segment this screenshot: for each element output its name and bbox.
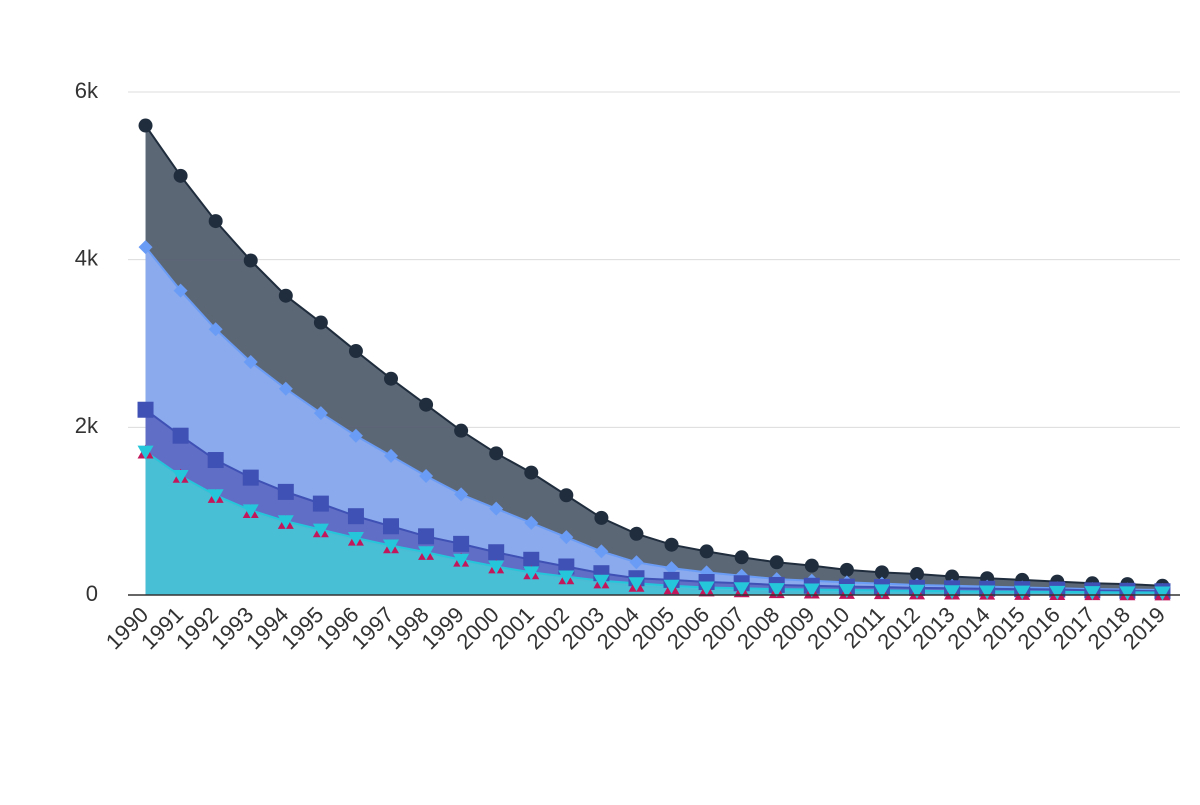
marker <box>803 583 820 598</box>
marker <box>629 526 644 541</box>
marker <box>383 518 399 535</box>
marker <box>278 381 293 396</box>
marker <box>384 448 398 463</box>
marker <box>488 544 505 561</box>
marker <box>313 315 328 330</box>
marker <box>523 551 540 568</box>
marker <box>733 582 750 597</box>
marker <box>172 427 189 444</box>
marker <box>1084 586 1101 601</box>
marker <box>699 544 714 559</box>
marker <box>348 428 363 443</box>
marker <box>838 583 855 598</box>
marker <box>242 504 259 519</box>
marker <box>769 555 784 570</box>
marker <box>277 515 294 530</box>
marker <box>1154 586 1171 601</box>
marker <box>629 555 644 570</box>
marker <box>243 253 258 268</box>
marker <box>137 401 154 418</box>
marker <box>558 558 575 575</box>
marker <box>243 354 258 369</box>
marker <box>173 283 188 298</box>
y-tick-label: 2k <box>75 413 99 438</box>
marker <box>489 446 504 461</box>
marker <box>664 537 679 552</box>
marker <box>278 288 293 303</box>
marker <box>418 528 435 545</box>
marker <box>698 581 715 596</box>
marker <box>312 495 329 512</box>
marker <box>804 558 819 573</box>
marker <box>559 530 574 545</box>
marker <box>910 567 924 582</box>
marker <box>208 214 223 229</box>
marker <box>839 562 854 577</box>
marker <box>593 574 610 589</box>
marker <box>208 322 223 337</box>
marker <box>628 577 645 592</box>
marker <box>944 585 961 600</box>
marker <box>454 487 469 502</box>
marker <box>1014 585 1031 600</box>
marker <box>138 118 153 133</box>
marker <box>523 566 540 581</box>
area <box>145 451 1163 595</box>
marker <box>1049 585 1066 600</box>
marker <box>594 544 609 559</box>
marker <box>454 423 469 438</box>
marker <box>173 168 188 183</box>
marker <box>734 550 749 565</box>
marker <box>384 371 398 386</box>
y-tick-label: 0 <box>86 581 98 606</box>
marker <box>663 579 680 594</box>
marker <box>979 585 996 600</box>
marker <box>348 344 363 359</box>
marker <box>242 469 259 486</box>
marker <box>524 515 539 530</box>
marker <box>347 531 364 546</box>
area <box>145 247 1163 595</box>
marker <box>1119 586 1136 601</box>
marker <box>312 523 329 538</box>
marker <box>418 546 435 561</box>
marker <box>945 569 960 584</box>
marker <box>558 570 575 585</box>
marker <box>277 483 294 500</box>
marker <box>313 406 328 421</box>
marker <box>524 465 539 480</box>
marker <box>559 488 574 503</box>
marker <box>488 560 505 575</box>
marker <box>172 469 189 484</box>
y-tick-label: 6k <box>75 78 99 103</box>
marker <box>347 508 364 525</box>
marker <box>874 565 889 580</box>
marker <box>453 535 470 552</box>
marker <box>664 561 679 576</box>
marker <box>453 553 470 568</box>
marker <box>419 397 434 412</box>
marker <box>138 240 153 255</box>
marker <box>419 468 434 483</box>
marker <box>873 584 890 599</box>
x-tick-label: 2019 <box>1118 602 1170 654</box>
marker <box>909 584 925 599</box>
marker <box>383 539 399 554</box>
marker <box>137 445 154 460</box>
marker <box>207 489 224 504</box>
marker <box>489 501 504 516</box>
y-tick-label: 4k <box>75 245 99 270</box>
marker <box>207 452 224 469</box>
marker <box>594 510 609 525</box>
marker <box>768 583 785 598</box>
